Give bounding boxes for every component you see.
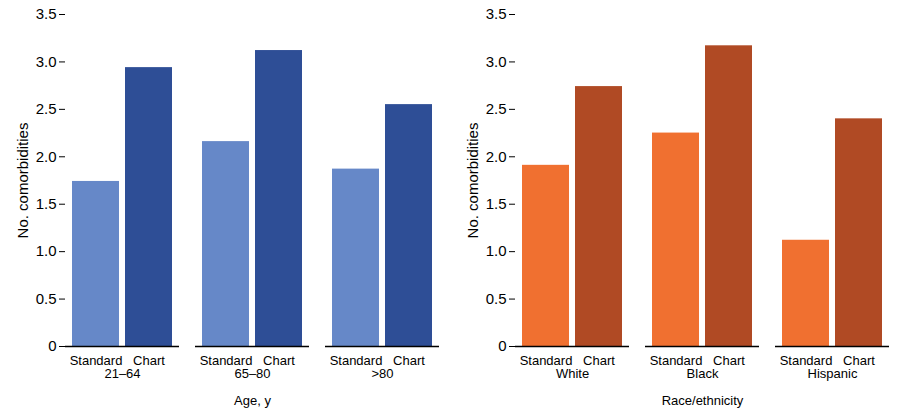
svg-text:Chart: Chart (393, 353, 425, 368)
svg-text:Standard: Standard (200, 353, 253, 368)
svg-text:1.5: 1.5 (36, 195, 57, 212)
svg-text:3.5: 3.5 (36, 5, 57, 22)
svg-text:White: White (556, 366, 589, 381)
svg-text:Standard: Standard (520, 353, 573, 368)
svg-text:1.5: 1.5 (486, 195, 507, 212)
svg-text:Standard: Standard (650, 353, 703, 368)
svg-text:Chart: Chart (133, 353, 165, 368)
svg-text:2.0: 2.0 (36, 148, 57, 165)
svg-text:Race/ethnicity: Race/ethnicity (662, 393, 744, 408)
svg-text:Hispanic: Hispanic (808, 366, 858, 381)
svg-text:Black: Black (687, 366, 719, 381)
svg-text:2.0: 2.0 (486, 148, 507, 165)
svg-text:0: 0 (48, 337, 56, 354)
svg-text:2.5: 2.5 (36, 100, 57, 117)
svg-text:1.0: 1.0 (36, 242, 57, 259)
svg-text:Chart: Chart (713, 353, 745, 368)
svg-text:21–64: 21–64 (104, 366, 140, 381)
svg-text:0.5: 0.5 (36, 290, 57, 307)
svg-text:Standard: Standard (70, 353, 123, 368)
svg-text:Chart: Chart (263, 353, 295, 368)
svg-text:Chart: Chart (583, 353, 615, 368)
svg-text:Age, y: Age, y (234, 393, 271, 408)
svg-text:3.5: 3.5 (486, 5, 507, 22)
svg-text:65–80: 65–80 (234, 366, 270, 381)
svg-text:Standard: Standard (330, 353, 383, 368)
svg-text:No. comorbidities: No. comorbidities (464, 123, 481, 239)
svg-text:2.5: 2.5 (486, 100, 507, 117)
svg-text:0: 0 (498, 337, 506, 354)
svg-text:1.0: 1.0 (486, 242, 507, 259)
svg-text:>80: >80 (371, 366, 393, 381)
svg-text:No. comorbidities: No. comorbidities (14, 123, 31, 239)
svg-text:0.5: 0.5 (486, 290, 507, 307)
svg-text:3.0: 3.0 (486, 53, 507, 70)
svg-text:Standard: Standard (780, 353, 833, 368)
svg-text:3.0: 3.0 (36, 53, 57, 70)
svg-text:Chart: Chart (843, 353, 875, 368)
